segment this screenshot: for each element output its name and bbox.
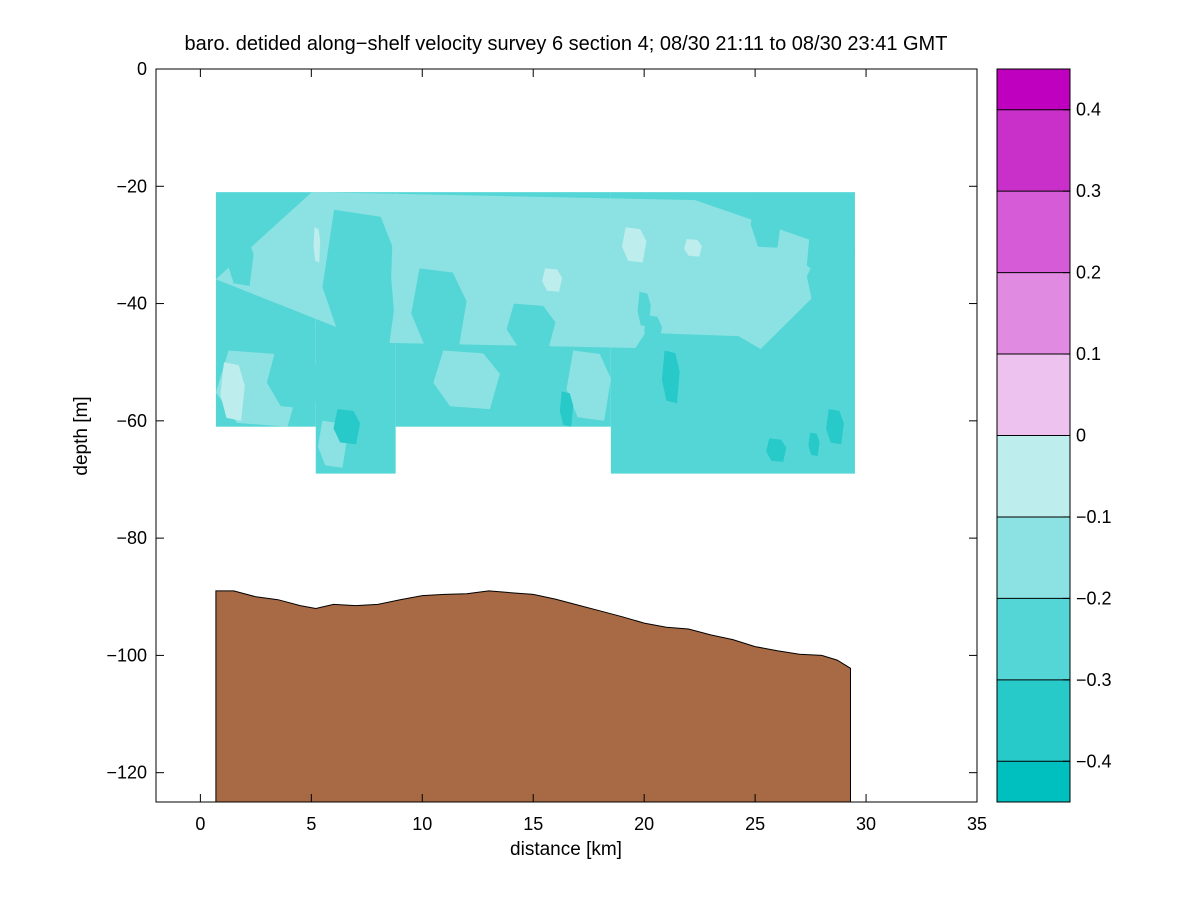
x-tick-label: 15 [523,814,543,834]
x-tick-label: 35 [967,814,987,834]
colorbar-tick-label: 0 [1076,426,1086,446]
y-axis-label: depth [m] [71,396,92,475]
velocity-contour-patch [644,315,662,345]
colorbar-tick-label: −0.2 [1076,588,1112,608]
velocity-contour-patch [266,350,323,410]
colorbar-tick-label: −0.1 [1076,507,1112,527]
velocity-contour-patch [808,432,820,456]
colorbar-tick-label: 0.3 [1076,181,1101,201]
velocity-contour-patch [220,362,245,421]
velocity-contour-patch [622,332,778,398]
velocity-contour-patch [622,227,647,263]
colorbar-band [997,354,1070,436]
velocity-contour-patch [826,409,844,445]
velocity-contour-patch [766,438,787,462]
velocity-contour-patch [661,350,680,404]
colorbar-tick-label: 0.1 [1076,344,1101,364]
colorbar-band [997,69,1070,110]
x-tick-label: 0 [195,814,205,834]
y-tick-label: −40 [116,294,147,314]
y-axis: 0 −20 −40 −60 −80 −100 −120 [106,59,977,783]
colorbar-band [997,761,1070,802]
chart-title: baro. detided along−shelf velocity surve… [185,33,948,55]
velocity-contour-patch [433,350,500,410]
colorbar-band [997,272,1070,355]
x-tick-label: 20 [634,814,654,834]
x-tick-label: 30 [856,814,876,834]
colorbar-tick-label: 0.2 [1076,263,1101,283]
colorbar-band [997,516,1070,599]
y-tick-label: −20 [116,176,147,196]
velocity-contour-patch [411,268,467,351]
velocity-contour-patch [559,391,574,427]
x-tick-label: 10 [412,814,432,834]
velocity-contour-patch [333,409,361,445]
y-tick-label: −60 [116,411,147,431]
velocity-contour-patch [227,233,254,286]
velocity-contour-patch [566,350,611,421]
y-tick-label: −120 [106,763,147,783]
velocity-contour-patch [684,239,702,257]
x-axis: 0 5 10 15 20 25 30 35 [195,69,987,834]
colorbar-band [997,598,1070,680]
velocity-contour-patch [806,192,855,339]
colorbar: 0.4 0.3 0.2 0.1 0 −0.1 −0.2 −0.3 −0.4 [996,68,1112,803]
velocity-contour-patch [699,244,811,304]
velocity-contour-patch [542,268,563,292]
velocity-patches [215,192,855,468]
colorbar-band [997,679,1070,762]
colorbar-tick-label: −0.3 [1076,670,1112,690]
colorbar-band [997,109,1070,192]
velocity-field [215,192,855,474]
bathymetry-layer [215,590,851,802]
y-tick-label: −80 [116,528,147,548]
velocity-contour-patch [506,303,556,351]
velocity-contour-patch [750,192,782,251]
velocity-contour-patch [322,209,401,351]
velocity-contour-patch [391,209,407,333]
x-tick-label: 5 [306,814,316,834]
y-tick-label: 0 [137,59,147,79]
x-axis-label: distance [km] [510,839,622,860]
colorbar-band [997,435,1070,517]
bathymetry-fill [215,590,851,802]
plot-frame [155,68,978,803]
x-tick-label: 25 [745,814,765,834]
velocity-contour-patch [313,227,321,263]
y-tick-label: −100 [106,645,147,665]
colorbar-tick-label: 0.4 [1076,100,1101,120]
colorbar-band [997,191,1070,273]
colorbar-tick-label: −0.4 [1076,751,1112,771]
